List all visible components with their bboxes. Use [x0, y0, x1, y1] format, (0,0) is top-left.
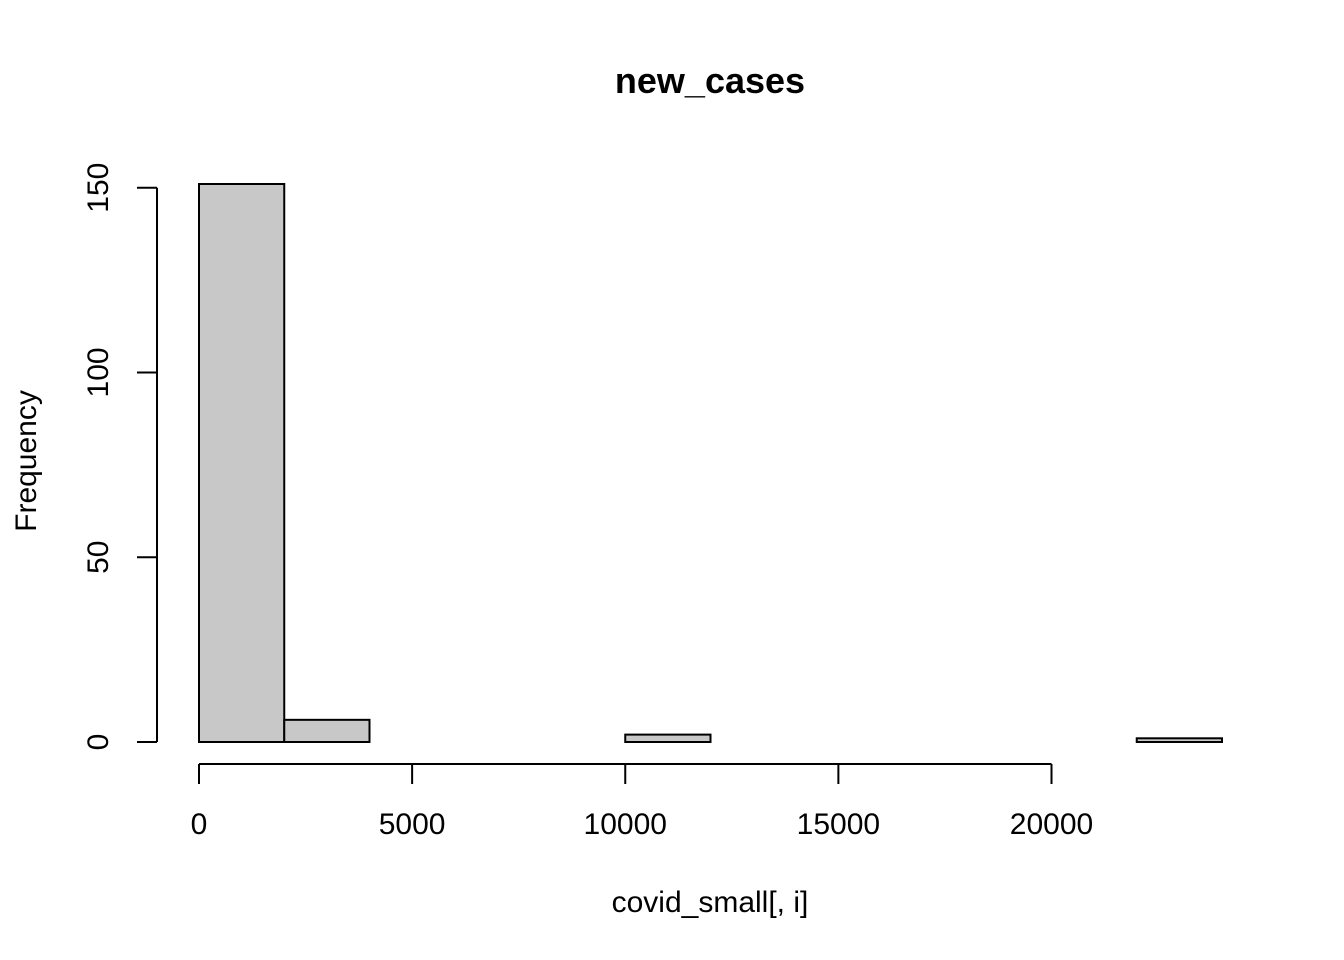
histogram-bar [283, 718, 371, 744]
x-tick-label: 20000 [1010, 808, 1093, 841]
histogram-bar [1135, 737, 1223, 743]
x-tick-label: 0 [191, 808, 208, 841]
histogram-bars [198, 183, 1223, 744]
y-axis: 0 50 100 150 [82, 163, 158, 751]
x-tick-label: 5000 [379, 808, 446, 841]
x-tick-label: 10000 [584, 808, 667, 841]
chart-title: new_cases [615, 60, 805, 101]
y-tick-label: 0 [82, 734, 115, 751]
histogram-bar [624, 733, 712, 743]
histogram-bar [198, 183, 286, 743]
x-axis-label: covid_small[, i] [612, 886, 809, 919]
x-axis: 0 5000 10000 15000 20000 [191, 763, 1093, 841]
y-tick-label: 50 [82, 541, 115, 574]
y-tick-label: 150 [82, 163, 115, 213]
y-axis-label: Frequency [10, 390, 43, 532]
y-tick-label: 100 [82, 347, 115, 397]
x-tick-label: 15000 [797, 808, 880, 841]
